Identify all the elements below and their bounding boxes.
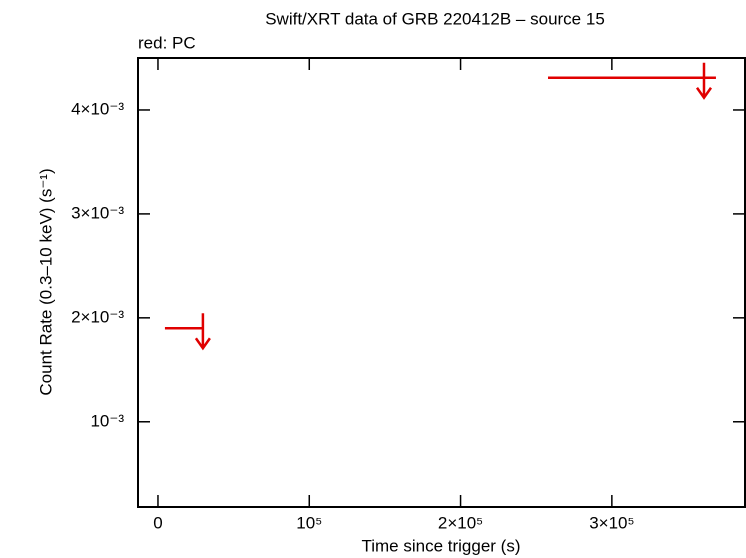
y-tick-label: 2×10⁻³ [71, 307, 124, 326]
y-tick-label: 4×10⁻³ [71, 99, 124, 118]
y-axis-label: Count Rate (0.3–10 keV) (s⁻¹) [36, 168, 55, 395]
y-tick-label: 3×10⁻³ [71, 203, 124, 222]
upper-limit-arrow [194, 313, 211, 351]
subtitle: red: PC [138, 33, 196, 52]
y-tick-label: 10⁻³ [90, 411, 124, 430]
x-axis-label: Time since trigger (s) [361, 536, 520, 555]
x-tick-label: 2×10⁵ [438, 513, 483, 532]
plot-frame [137, 57, 746, 508]
x-tick-label: 10⁵ [296, 513, 322, 532]
x-tick-label: 0 [153, 513, 162, 532]
x-tick-label: 3×10⁵ [589, 513, 634, 532]
upper-limit-arrow [695, 62, 713, 100]
chart-title: Swift/XRT data of GRB 220412B – source 1… [265, 9, 605, 28]
